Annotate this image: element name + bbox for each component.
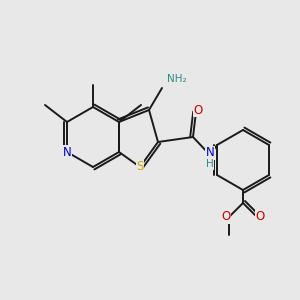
Text: S: S bbox=[136, 160, 144, 173]
Text: N: N bbox=[63, 146, 71, 158]
Text: O: O bbox=[255, 211, 265, 224]
Text: O: O bbox=[194, 103, 202, 116]
Text: H: H bbox=[206, 159, 214, 169]
Text: NH₂: NH₂ bbox=[167, 74, 187, 84]
Text: N: N bbox=[206, 146, 214, 160]
Text: O: O bbox=[221, 211, 231, 224]
